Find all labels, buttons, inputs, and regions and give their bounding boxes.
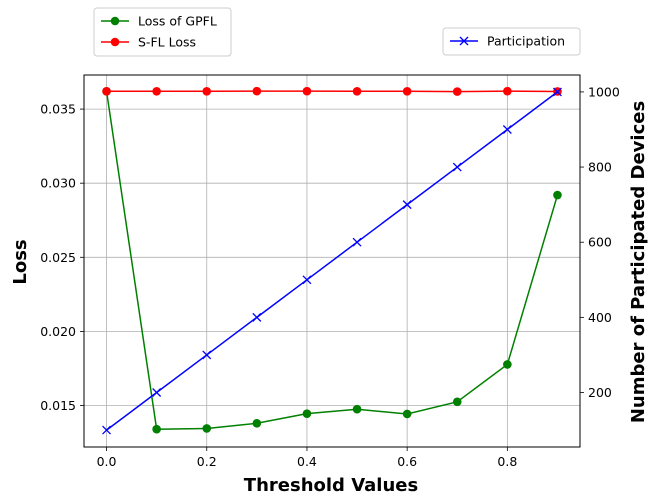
- data-point-participation: [252, 312, 262, 322]
- x-axis-label: Threshold Values: [244, 475, 418, 496]
- data-point-participation: [102, 425, 112, 435]
- x-tick-label: 0.2: [197, 454, 217, 469]
- data-point-loss-of-gpfl: [402, 409, 412, 419]
- legend-box: [442, 27, 581, 56]
- legend-left: Loss of GPFL S-FL Loss: [93, 7, 232, 57]
- x-tick-label: 0.6: [397, 454, 417, 469]
- data-point-s-fl-loss: [503, 86, 512, 96]
- legend-right: Participation: [442, 27, 581, 56]
- data-point-participation: [402, 200, 412, 210]
- x-tick-label: 0.4: [297, 454, 317, 469]
- data-point-participation: [202, 350, 212, 360]
- data-point-participation: [552, 87, 562, 97]
- data-point-loss-of-gpfl: [302, 409, 312, 418]
- grid-lines: [84, 75, 580, 447]
- right-y-tick-label: 400: [588, 310, 612, 325]
- right-y-tick-label: 600: [588, 235, 612, 250]
- legend-marker: [459, 36, 469, 46]
- series-layer: [102, 86, 562, 435]
- left-y-axis-label: Loss: [10, 239, 31, 284]
- data-point-participation: [352, 237, 362, 247]
- plot-frame: [83, 74, 581, 448]
- data-point-loss-of-gpfl: [553, 190, 562, 200]
- series-participation: [102, 87, 562, 435]
- right-y-axis-ticks: 200 400 600 800 1000: [580, 84, 620, 400]
- left-y-tick-label: 0.030: [40, 176, 76, 191]
- data-point-loss-of-gpfl: [252, 418, 262, 428]
- data-point-loss-of-gpfl: [452, 397, 462, 407]
- right-y-tick-label: 200: [588, 385, 612, 400]
- data-point-loss-of-gpfl: [202, 424, 212, 433]
- legend-label: Participation: [487, 34, 565, 49]
- left-y-tick-label: 0.015: [40, 398, 76, 413]
- data-point-s-fl-loss: [352, 87, 362, 96]
- data-point-s-fl-loss: [102, 87, 111, 96]
- left-y-tick-label: 0.025: [40, 250, 76, 265]
- data-point-loss-of-gpfl: [503, 360, 512, 369]
- left-y-tick-label: 0.020: [40, 324, 76, 339]
- right-y-tick-label: 1000: [588, 84, 620, 99]
- legend-marker: [110, 37, 120, 47]
- data-point-s-fl-loss: [302, 86, 312, 96]
- data-point-s-fl-loss: [402, 87, 412, 96]
- x-tick-label: 0.8: [497, 454, 517, 469]
- data-point-participation: [152, 388, 162, 397]
- left-y-axis-ticks: 0.015 0.020 0.025 0.030 0.035: [40, 102, 84, 413]
- legend-marker: [110, 16, 120, 26]
- data-point-s-fl-loss: [452, 87, 462, 96]
- data-point-loss-of-gpfl: [152, 424, 161, 434]
- left-y-tick-label: 0.035: [40, 102, 76, 117]
- series-line-participation: [106, 91, 558, 431]
- data-point-s-fl-loss: [152, 87, 161, 96]
- right-y-axis-label: Number of Participated Devices: [628, 101, 649, 423]
- x-axis-ticks: 0.0 0.2 0.4 0.6 0.8: [97, 447, 517, 469]
- data-point-participation: [452, 162, 462, 172]
- data-point-loss-of-gpfl: [352, 404, 362, 414]
- data-point-participation: [502, 125, 512, 134]
- right-y-tick-label: 800: [588, 160, 612, 175]
- series-s-fl-loss: [102, 86, 562, 96]
- legend-label: Loss of GPFL: [138, 14, 217, 29]
- legend-box: [93, 7, 232, 57]
- data-point-s-fl-loss: [202, 87, 212, 96]
- x-tick-label: 0.0: [97, 454, 117, 469]
- legend-label: S-FL Loss: [138, 35, 196, 50]
- data-point-participation: [302, 275, 312, 285]
- series-line-loss-of-gpfl: [105, 91, 559, 430]
- data-point-s-fl-loss: [252, 86, 262, 96]
